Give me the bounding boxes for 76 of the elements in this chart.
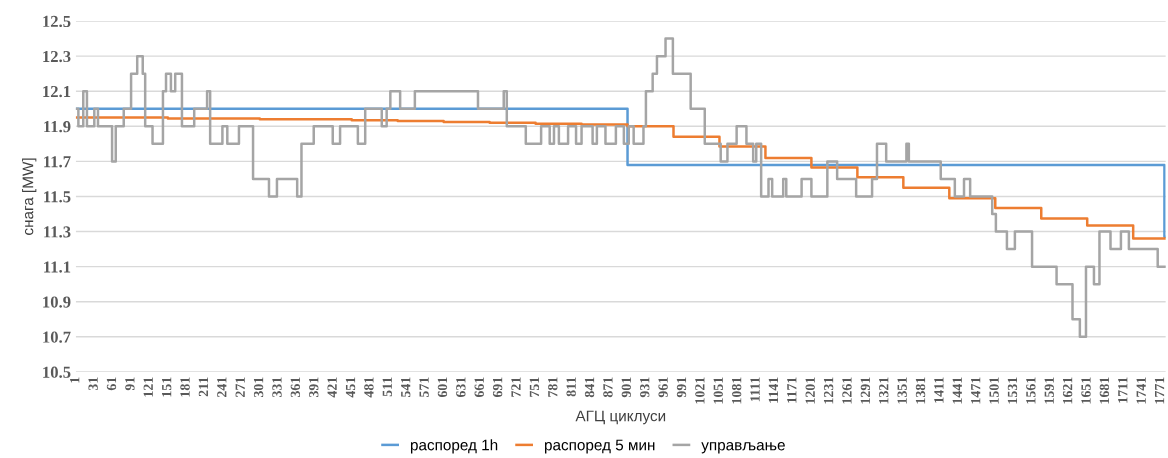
x-tick-label: 121 xyxy=(143,377,153,397)
x-tick-label: 601 xyxy=(437,377,448,398)
x-tick-label: 1111 xyxy=(750,377,760,402)
x-tick-label: 841 xyxy=(584,377,595,398)
x-tick-label: 1501 xyxy=(989,377,999,404)
legend-label: распоред 1h xyxy=(410,439,498,454)
x-tick-label: 1771 xyxy=(1154,377,1165,404)
y-tick-label: 11.1 xyxy=(44,261,71,273)
x-tick-label: 1081 xyxy=(731,377,742,404)
x-tick-label: 1051 xyxy=(713,377,723,404)
y-tick-label: 10.7 xyxy=(43,331,71,343)
y-tick-label: 12.5 xyxy=(43,15,71,28)
x-tick-label: 811 xyxy=(566,377,576,397)
x-tick-label: 541 xyxy=(401,377,411,398)
y-tick-label: 11.3 xyxy=(44,226,71,238)
x-tick-label: 1591 xyxy=(1044,377,1054,404)
x-tick-label: 721 xyxy=(511,377,521,397)
x-tick-label: 691 xyxy=(492,377,503,398)
legend-label: распоред 5 мин xyxy=(544,439,655,454)
x-tick-label: 571 xyxy=(419,377,429,398)
y-tick-label: 12.3 xyxy=(43,50,71,63)
x-tick-label: 961 xyxy=(658,377,668,398)
x-tick-label: 1561 xyxy=(1026,377,1036,404)
x-tick-label: 1651 xyxy=(1081,377,1091,404)
x-tick-label: 781 xyxy=(548,377,558,397)
x-tick-label: 511 xyxy=(382,377,392,397)
x-tick-label: 1291 xyxy=(860,377,871,404)
x-tick-label: 1261 xyxy=(842,377,852,404)
y-tick-label: 10.9 xyxy=(43,296,71,308)
x-tick-label: 451 xyxy=(345,377,356,398)
x-tick-label: 1531 xyxy=(1007,377,1018,404)
y-tick-label: 11.9 xyxy=(44,121,71,133)
x-tick-label: 241 xyxy=(217,377,227,398)
x-tick-label: 901 xyxy=(621,377,632,398)
y-tick-label: 11.5 xyxy=(44,191,71,203)
x-tick-label: 1711 xyxy=(1118,377,1128,403)
y-tick-label: 10.5 xyxy=(43,366,71,378)
x-tick-label: 301 xyxy=(253,377,264,398)
x-tick-label: 1231 xyxy=(823,377,834,404)
x-tick-label: 181 xyxy=(180,377,190,397)
x-tick-label: 421 xyxy=(327,377,337,398)
x-tick-label: 931 xyxy=(640,377,650,398)
x-tick-label: 631 xyxy=(456,377,466,398)
x-tick-label: 361 xyxy=(290,377,301,398)
x-tick-label: 1171 xyxy=(787,377,797,403)
x-tick-label: 481 xyxy=(364,377,374,398)
x-tick-label: 1621 xyxy=(1062,377,1073,404)
x-tick-label: 61 xyxy=(106,377,117,391)
x-tick-label: 1411 xyxy=(934,377,944,403)
x-tick-label: 1441 xyxy=(952,377,962,404)
x-tick-label: 1351 xyxy=(897,377,907,404)
x-tick-label: 391 xyxy=(309,377,319,398)
x-tick-label: 751 xyxy=(529,377,540,397)
x-tick-label: 661 xyxy=(474,377,484,398)
legend-label: управљање xyxy=(701,442,785,454)
x-tick-label: 31 xyxy=(88,377,98,391)
x-tick-label: 1321 xyxy=(879,377,889,404)
x-tick-label: 991 xyxy=(676,377,687,398)
y-tick-label: 12.1 xyxy=(43,85,71,98)
x-tick-label: 1141 xyxy=(768,377,778,403)
x-tick-label: 1 xyxy=(70,377,80,383)
x-tick-label: 1021 xyxy=(695,377,705,404)
x-tick-label: 1471 xyxy=(971,377,981,404)
x-tick-label: 331 xyxy=(272,377,282,398)
x-tick-label: 1681 xyxy=(1099,377,1110,404)
x-tick-label: 91 xyxy=(125,377,135,391)
x-tick-label: 1201 xyxy=(805,377,815,404)
x-tick-label: 871 xyxy=(603,377,613,398)
x-tick-label: 151 xyxy=(162,377,172,397)
x-axis-title: АГЦ циклуси xyxy=(575,410,666,425)
x-tick-label: 1741 xyxy=(1136,377,1146,404)
y-axis-title: снага [MW] xyxy=(22,158,37,235)
x-tick-label: 271 xyxy=(235,377,245,398)
y-tick-label: 11.7 xyxy=(44,156,71,168)
x-tick-label: 211 xyxy=(198,377,208,397)
x-tick-label: 1381 xyxy=(915,377,926,404)
